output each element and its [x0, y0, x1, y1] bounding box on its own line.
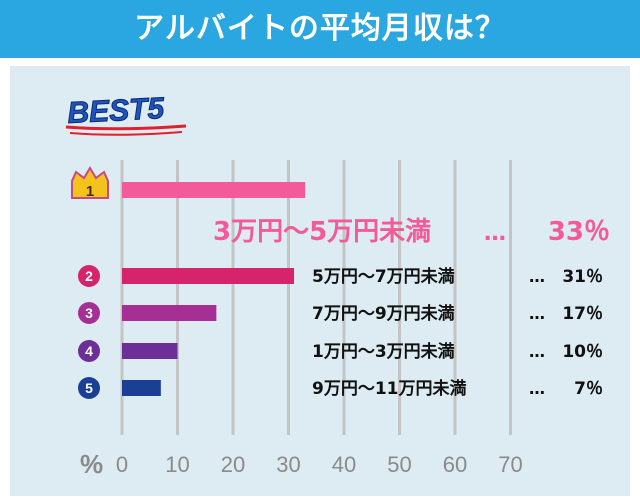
- bar: [122, 343, 178, 359]
- separator: …: [484, 221, 506, 246]
- value-label: 31％: [562, 267, 603, 287]
- x-tick-label: 10: [165, 452, 189, 477]
- separator: …: [529, 379, 545, 398]
- x-tick-label: 0: [116, 452, 128, 477]
- x-tick-label: 60: [443, 452, 467, 477]
- rank-number: 1: [86, 183, 94, 200]
- value-label: 10％: [562, 342, 603, 362]
- x-tick-label: 30: [276, 452, 300, 477]
- bar: [122, 305, 217, 321]
- x-tick-label: 40: [332, 452, 356, 477]
- bar: [122, 182, 306, 198]
- separator: …: [529, 267, 545, 286]
- x-tick-label: 20: [221, 452, 245, 477]
- badge-underline-2: [69, 131, 183, 136]
- bars: [122, 182, 306, 396]
- bar: [122, 268, 295, 284]
- rank-number: 3: [85, 305, 93, 321]
- rank-badge: 3: [78, 302, 100, 324]
- badge-underline: [65, 124, 187, 131]
- value-label: 17％: [562, 304, 603, 324]
- bar: [122, 380, 161, 396]
- x-axis-label: %: [80, 449, 103, 479]
- value-label: 7％: [574, 379, 603, 399]
- rank-number: 2: [85, 268, 93, 284]
- rank-badge: 5: [78, 377, 100, 399]
- rank-number: 5: [85, 380, 93, 396]
- rank-number: 4: [85, 343, 93, 359]
- category-label: 1万円～3万円未満: [312, 341, 455, 362]
- category-label: 5万円～7万円未満: [312, 266, 455, 287]
- x-axis: 0 10 20 30 40 50 60 70%: [80, 449, 523, 479]
- x-tick-label: 50: [387, 452, 411, 477]
- badge-text: BEST5: [67, 92, 167, 130]
- category-label: 7万円～9万円未満: [312, 303, 455, 324]
- crown-icon: 1: [71, 166, 109, 200]
- chart-panel: [10, 66, 630, 496]
- rank-badge: 4: [78, 340, 100, 362]
- category-label: 3万円～5万円未満: [213, 217, 431, 247]
- separator: …: [529, 304, 545, 323]
- separator: …: [529, 342, 545, 361]
- value-label: 33％: [548, 217, 610, 247]
- page-title: アルバイトの平均月収は？: [0, 0, 640, 58]
- x-tick-label: 70: [498, 452, 522, 477]
- grid: [120, 160, 512, 435]
- rank-badge: 2: [78, 265, 100, 287]
- category-label: 9万円～11万円未満: [312, 378, 467, 399]
- best5-badge: BEST5: [65, 91, 187, 136]
- bar-labels: 1 3万円～5万円未満 … 33％ 2 5万円～7万円未満 … 31％ 3 7万円～9万円未満 … 1…: [71, 166, 610, 399]
